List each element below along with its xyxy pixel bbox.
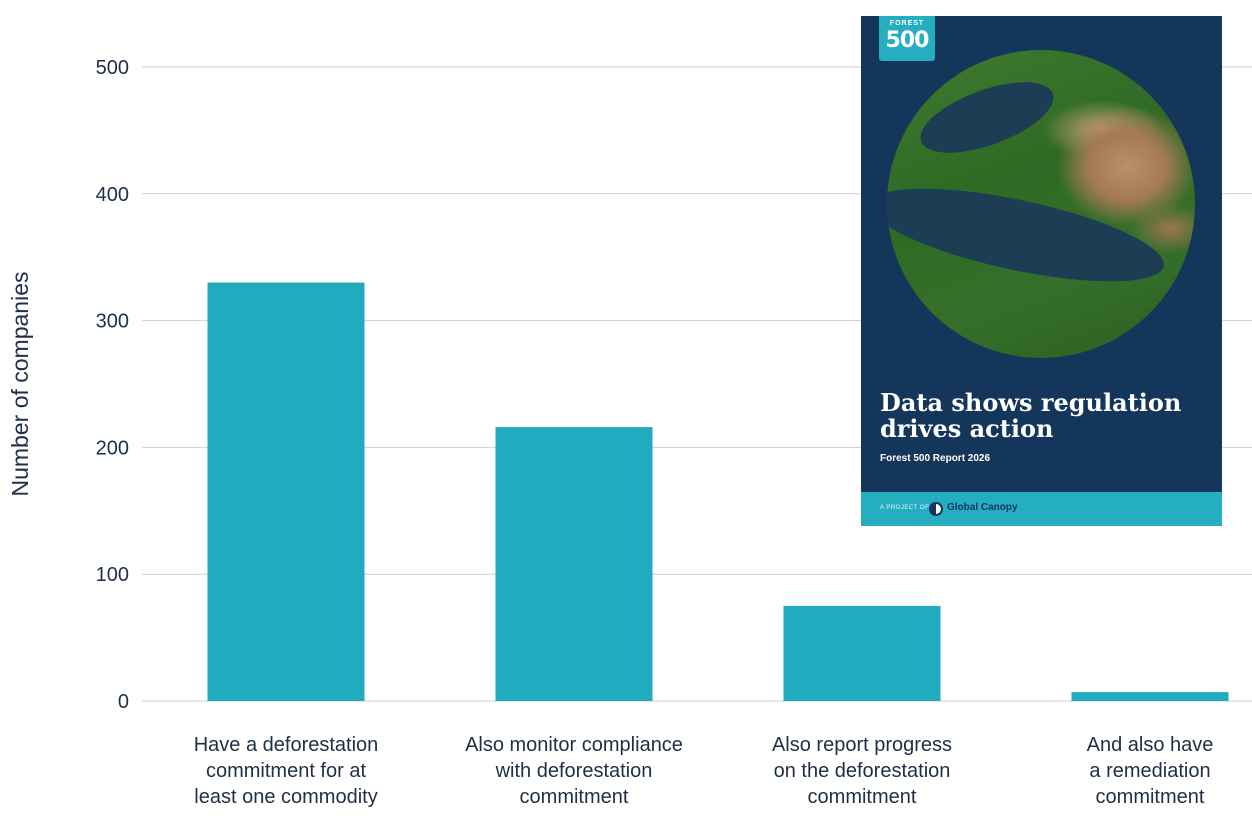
category-label-line: Also report progress	[772, 734, 952, 756]
category-label-line: commitment for at	[206, 760, 366, 782]
category-label-1: Have a deforestation commitment for at lea…	[194, 734, 379, 808]
category-label-line: a remediation	[1089, 760, 1210, 782]
y-tick-label: 0	[118, 691, 129, 713]
aerial-forest-photo	[887, 50, 1195, 358]
category-label-3: Also report progress on the deforestation…	[772, 734, 952, 808]
y-tick-label: 400	[96, 184, 129, 206]
project-of-text: A PROJECT OF	[880, 505, 930, 511]
logo-small-text: FOREST	[889, 20, 925, 27]
y-tick-label: 300	[96, 311, 129, 333]
category-label-line: with deforestation	[495, 760, 653, 782]
category-label-2: Also monitor compliance with deforestatio…	[465, 734, 683, 808]
cover-footer-band: A PROJECT OF Global Canopy	[861, 492, 1222, 526]
y-axis-ticks: 0 100 200 300 400 500	[96, 57, 129, 713]
global-canopy-text: Global Canopy	[947, 502, 1018, 513]
river-shape	[887, 169, 1171, 301]
category-label-line: on the deforestation	[774, 760, 951, 782]
bar-1	[207, 282, 365, 701]
report-cover: FOREST 500 Data shows regulation drives …	[861, 16, 1222, 526]
cover-title: Data shows regulation drives action	[880, 390, 1210, 442]
bar-3	[783, 605, 941, 701]
cover-title-line-1: Data shows regulation	[880, 388, 1182, 417]
category-label-line: And also have	[1087, 734, 1214, 756]
bars	[207, 282, 1229, 701]
y-tick-label: 100	[96, 564, 129, 586]
x-axis-categories: Have a deforestation commitment for at lea…	[194, 734, 1214, 808]
category-label-4: And also have a remediation commitment	[1087, 734, 1214, 808]
y-tick-label: 500	[96, 57, 129, 79]
bar-2	[495, 427, 653, 701]
river-shape-upper	[911, 67, 1063, 168]
category-label-line: commitment	[520, 786, 629, 808]
category-label-line: Also monitor compliance	[465, 734, 683, 756]
logo-big-text: 500	[885, 28, 930, 53]
category-label-line: commitment	[808, 786, 917, 808]
bar-4	[1071, 692, 1229, 701]
cover-title-line-2: drives action	[880, 414, 1054, 443]
category-label-line: Have a deforestation	[194, 734, 379, 756]
y-tick-label: 200	[96, 437, 129, 459]
y-axis-label: Number of companies	[7, 272, 33, 497]
global-canopy-logo-icon	[929, 502, 943, 516]
forest-500-logo: FOREST 500	[879, 16, 935, 61]
category-label-line: commitment	[1096, 786, 1205, 808]
category-label-line: least one commodity	[194, 786, 377, 808]
cover-subtitle: Forest 500 Report 2026	[880, 453, 991, 464]
